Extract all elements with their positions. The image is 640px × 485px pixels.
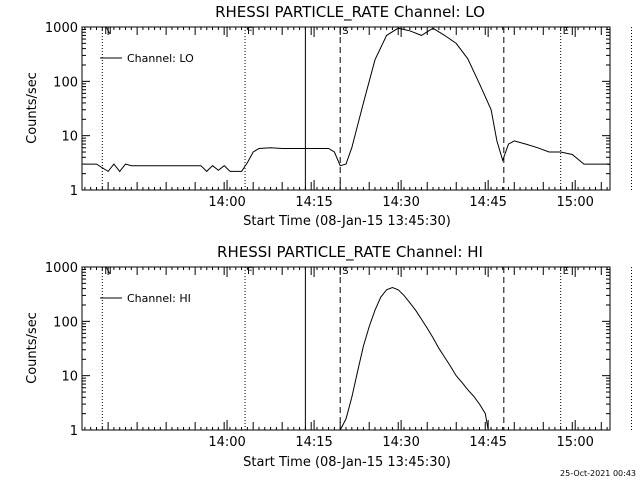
series-line — [339, 286, 489, 430]
event-marker-label: F — [247, 26, 253, 37]
x-axis-label: Start Time (08-Jan-15 13:45:30) — [243, 455, 451, 470]
y-axis-label: Counts/sec — [25, 312, 40, 384]
event-marker-label: F — [247, 266, 253, 277]
x-tick-label: 14:00 — [208, 195, 245, 210]
event-marker-label: N — [104, 26, 111, 37]
x-tick-label: 14:45 — [469, 195, 506, 210]
event-marker-label: E — [563, 266, 569, 277]
event-marker-label: E — [563, 26, 569, 37]
x-tick-label: 14:30 — [382, 435, 419, 450]
plot-lo: RHESSI PARTICLE_RATE Channel: LO Counts/… — [25, 3, 632, 229]
y-tick-label: 10 — [61, 130, 78, 145]
y-tick-label: 1000 — [45, 261, 78, 276]
x-tick-label: 14:30 — [382, 195, 419, 210]
y-tick-label: 1 — [70, 424, 78, 439]
x-tick-label: 15:00 — [556, 195, 593, 210]
y-tick-label: 1 — [70, 184, 78, 199]
footer-timestamp: 25-Oct-2021 00:43 — [560, 469, 636, 478]
y-tick-label: 100 — [53, 75, 78, 90]
x-tick-label: 14:15 — [295, 195, 332, 210]
event-marker-label: N — [104, 266, 111, 277]
event-marker-label: S — [342, 266, 348, 277]
y-tick-label: 10 — [61, 370, 78, 385]
legend-label: Channel: LO — [127, 52, 194, 65]
x-tick-label: 14:45 — [469, 435, 506, 450]
y-axis-label: Counts/sec — [25, 72, 40, 144]
plot-hi: RHESSI PARTICLE_RATE Channel: HI Counts/… — [25, 243, 632, 470]
x-axis-label: Start Time (08-Jan-15 13:45:30) — [243, 214, 451, 229]
event-marker-label: S — [342, 26, 348, 37]
x-tick-label: 14:15 — [295, 435, 332, 450]
chart-title: RHESSI PARTICLE_RATE Channel: HI — [217, 243, 483, 262]
y-tick-label: 1000 — [45, 21, 78, 36]
x-tick-label: 15:00 — [556, 435, 593, 450]
x-tick-label: 14:00 — [208, 435, 245, 450]
series-line — [84, 27, 610, 173]
legend-label: Channel: HI — [127, 292, 191, 305]
chart-title: RHESSI PARTICLE_RATE Channel: LO — [215, 3, 485, 22]
y-tick-label: 100 — [53, 315, 78, 330]
